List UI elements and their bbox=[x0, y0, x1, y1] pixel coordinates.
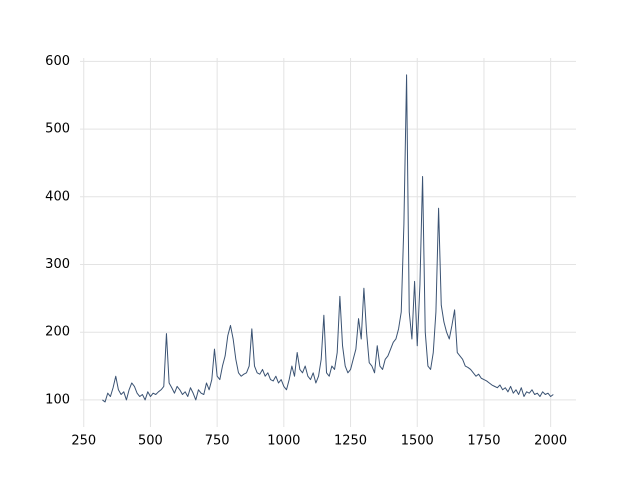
y-tick-label: 500 bbox=[45, 122, 70, 137]
x-tick-label: 1500 bbox=[401, 434, 434, 449]
x-tick-label: 1000 bbox=[267, 434, 300, 449]
x-tick-label: 2000 bbox=[534, 434, 567, 449]
x-tick-label: 500 bbox=[138, 434, 163, 449]
y-tick-label: 300 bbox=[45, 257, 70, 272]
x-tick-label: 1750 bbox=[467, 434, 500, 449]
y-tick-label: 400 bbox=[45, 189, 70, 204]
x-tick-label: 1250 bbox=[334, 434, 367, 449]
x-tick-label: 750 bbox=[205, 434, 230, 449]
y-tick-label: 600 bbox=[45, 54, 70, 69]
x-tick-label: 250 bbox=[71, 434, 96, 449]
y-tick-label: 100 bbox=[45, 392, 70, 407]
line bbox=[102, 74, 554, 403]
y-tick-label: 200 bbox=[45, 325, 70, 340]
